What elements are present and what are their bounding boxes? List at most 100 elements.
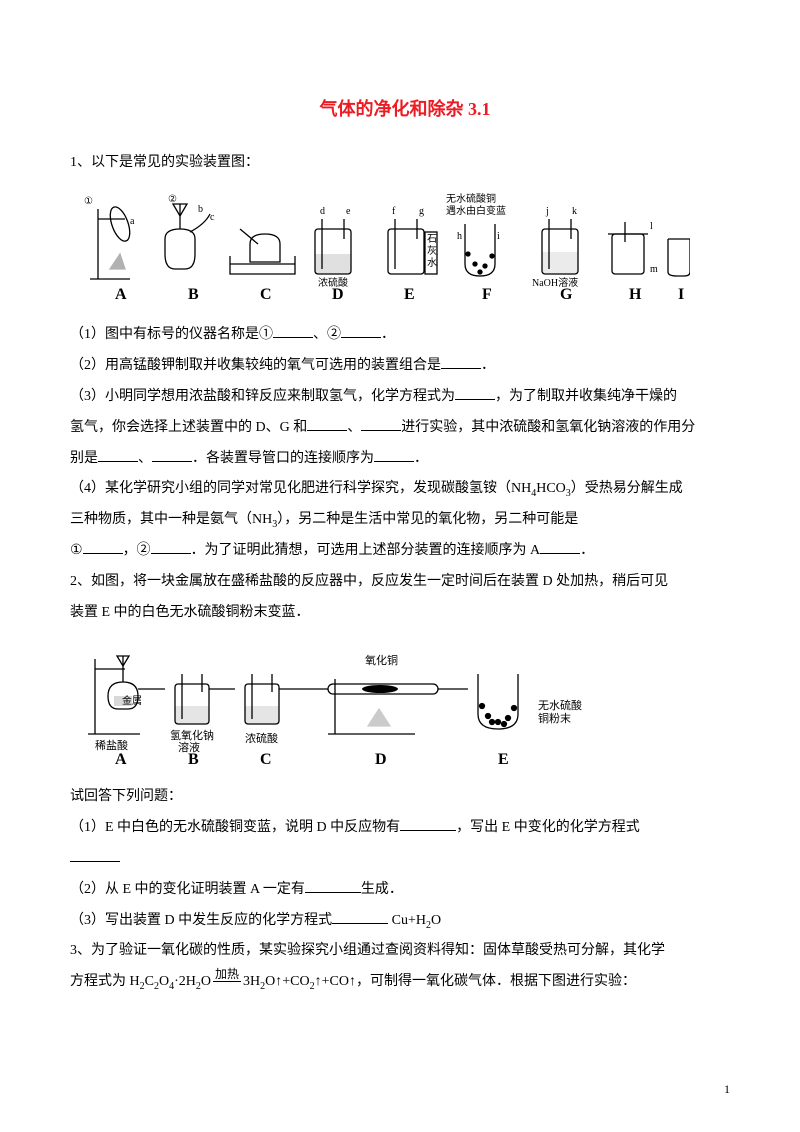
t: 生成．	[361, 882, 403, 897]
svg-text:d: d	[320, 206, 325, 217]
t: 三种物质，其中一种是氨气（NH	[70, 512, 272, 527]
svg-text:浓硫酸: 浓硫酸	[245, 731, 278, 745]
svg-text:②: ②	[168, 194, 177, 205]
q1-1: （1）图中有标号的仪器名称是①、②．	[70, 320, 740, 351]
t: C	[145, 974, 154, 989]
svg-text:E: E	[498, 751, 509, 768]
blank	[70, 848, 120, 862]
blank	[98, 448, 138, 462]
q1-intro: 1、以下是常见的实验装置图：	[70, 148, 740, 179]
t: ①	[70, 543, 83, 558]
svg-text:氧化铜: 氧化铜	[365, 653, 398, 667]
blank	[273, 324, 313, 338]
t: （2）从 E 中的变化证明装置 A 一定有	[70, 882, 305, 897]
t: 别是	[70, 451, 98, 466]
blank	[455, 386, 495, 400]
t: （4）某化学研究小组的同学对常见化肥进行科学探究，发现碳酸氢铵（NH	[70, 481, 531, 496]
t: HCO	[536, 481, 566, 496]
reaction-arrow: 加热	[211, 968, 243, 995]
t: 氢气，你会选择上述装置中的 D、G 和	[70, 420, 307, 435]
t: ．	[414, 451, 428, 466]
blank	[83, 540, 123, 554]
t: O↑+CO	[265, 974, 309, 989]
t: （1）E 中白色的无水硫酸铜变蓝，说明 D 中反应物有	[70, 820, 400, 835]
svg-text:铜粉末: 铜粉末	[538, 711, 571, 725]
reaction-bot	[213, 982, 241, 995]
reaction-top: 加热	[213, 968, 241, 982]
blank	[374, 448, 414, 462]
svg-text:C: C	[260, 751, 272, 768]
svg-text:m: m	[650, 264, 658, 275]
diagram-2: 氧化铜 金属 稀盐酸 氢氧化钠 溶液 浓硫酸 无水硫酸 铜粉末 A B C D …	[70, 634, 740, 774]
svg-text:B: B	[188, 751, 199, 768]
page-title: 气体的净化和除杂 3.1	[70, 90, 740, 130]
svg-text:a: a	[130, 216, 135, 227]
svg-text:氢氧化钠: 氢氧化钠	[170, 728, 214, 742]
svg-text:遇水由白变蓝: 遇水由白变蓝	[446, 204, 506, 217]
svg-text:A: A	[115, 751, 127, 768]
svg-text:h: h	[457, 231, 462, 242]
q3-line2: 方程式为 H2C2O4·2H2O加热 3H2O↑+CO2↑+CO↑，可制得一氧化…	[70, 967, 740, 998]
svg-text:无水硫酸: 无水硫酸	[538, 698, 582, 712]
t: （3）写出装置 D 中发生反应的化学方程式	[70, 913, 332, 928]
t: ．	[580, 543, 594, 558]
blank	[540, 540, 580, 554]
svg-text:g: g	[419, 206, 424, 217]
svg-text:①: ①	[84, 196, 93, 207]
svg-text:A: A	[115, 286, 127, 303]
svg-text:I: I	[678, 286, 684, 303]
page-number: 1	[724, 1076, 730, 1102]
q1-2: （2）用高锰酸钾制取并收集较纯的氧气可选用的装置组合是 ．	[70, 351, 740, 382]
t: ，为了制取并收集纯净干燥的	[495, 389, 677, 404]
t: 3H	[243, 974, 260, 989]
svg-text:水: 水	[427, 257, 437, 269]
blank	[152, 448, 192, 462]
svg-text:i: i	[497, 231, 500, 242]
svg-text:稀盐酸: 稀盐酸	[95, 738, 128, 752]
svg-text:金属: 金属	[122, 694, 142, 707]
q1-4-line2: 三种物质，其中一种是氨气（NH3），另二种是生活中常见的氧化物，另二种可能是	[70, 505, 740, 536]
t: ．为了证明此猜想，可选用上述部分装置的连接顺序为 A	[191, 543, 541, 558]
svg-text:C: C	[260, 286, 272, 303]
q2-1-blankline	[70, 844, 740, 875]
t: ）受热易分解生成	[571, 481, 683, 496]
svg-text:无水硫酸铜: 无水硫酸铜	[446, 192, 496, 205]
q1-2a: （2）用高锰酸钾制取并收集较纯的氧气可选用的装置组合是	[70, 358, 441, 373]
q2-q: 试回答下列问题：	[70, 782, 740, 813]
blank	[151, 540, 191, 554]
svg-text:e: e	[346, 206, 351, 217]
t: ，②	[123, 543, 151, 558]
t: ·2H	[174, 974, 196, 989]
diagram-1: ① a ② b c d e 石 灰 水 f g h	[70, 184, 740, 312]
t: 、	[138, 451, 152, 466]
svg-text:B: B	[188, 286, 199, 303]
t: （3）小明同学想用浓盐酸和锌反应来制取氢气，化学方程式为	[70, 389, 455, 404]
q1-1b: 、②	[313, 327, 341, 342]
q2-intro1: 2、如图，将一块金属放在盛稀盐酸的反应器中，反应发生一定时间后在装置 D 处加热…	[70, 567, 740, 598]
q3-line1: 3、为了验证一氧化碳的性质，某实验探究小组通过查阅资料得知：固体草酸受热可分解，…	[70, 936, 740, 967]
t: O	[431, 913, 441, 928]
svg-text:f: f	[392, 206, 396, 217]
svg-text:灰: 灰	[427, 244, 437, 257]
blank	[441, 355, 481, 369]
svg-text:j: j	[545, 206, 549, 217]
q1-4-line3: ① ，② ．为了证明此猜想，可选用上述部分装置的连接顺序为 A ．	[70, 536, 740, 567]
blank	[332, 910, 388, 924]
svg-text:D: D	[375, 751, 387, 768]
q2-intro2: 装置 E 中的白色无水硫酸铜粉末变蓝．	[70, 598, 740, 629]
t: ），另二种是生活中常见的氧化物，另二种可能是	[277, 512, 578, 527]
t: 进行实验，其中浓硫酸和氢氧化钠溶液的作用分	[401, 420, 695, 435]
q1-1c: ．	[381, 327, 395, 342]
svg-text:D: D	[332, 286, 344, 303]
q1-4: （4）某化学研究小组的同学对常见化肥进行科学探究，发现碳酸氢铵（NH4HCO3）…	[70, 474, 740, 505]
svg-text:b: b	[198, 204, 203, 215]
q2-3: （3）写出装置 D 中发生反应的化学方程式 Cu+H2O	[70, 906, 740, 937]
q2-2: （2）从 E 中的变化证明装置 A 一定有 生成．	[70, 875, 740, 906]
svg-text:石: 石	[427, 234, 437, 245]
t: Cu+H	[388, 913, 426, 928]
t: 方程式为 H	[70, 974, 140, 989]
blank	[400, 817, 456, 831]
t: O	[159, 974, 169, 989]
q1-2b: ．	[481, 358, 495, 373]
q2-1: （1）E 中白色的无水硫酸铜变蓝，说明 D 中反应物有，写出 E 中变化的化学方…	[70, 813, 740, 844]
